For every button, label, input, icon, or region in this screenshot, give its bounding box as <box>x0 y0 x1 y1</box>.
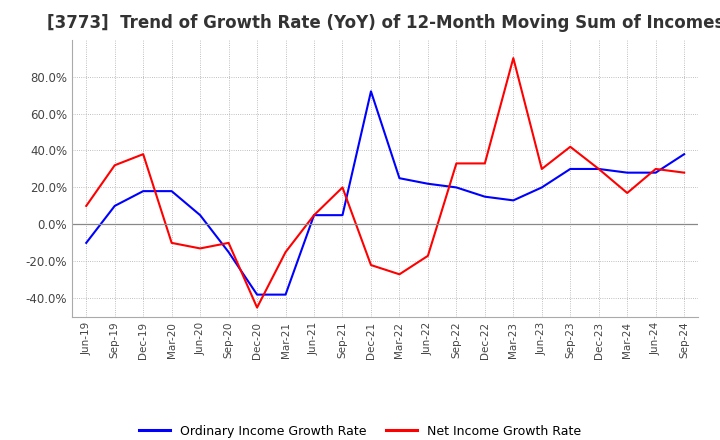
Ordinary Income Growth Rate <box>225 249 233 255</box>
Ordinary Income Growth Rate <box>652 170 660 175</box>
Ordinary Income Growth Rate <box>196 213 204 218</box>
Net Income Growth Rate <box>139 151 148 157</box>
Net Income Growth Rate <box>680 170 688 175</box>
Net Income Growth Rate <box>282 249 290 255</box>
Ordinary Income Growth Rate <box>423 181 432 187</box>
Net Income Growth Rate <box>196 246 204 251</box>
Ordinary Income Growth Rate <box>82 240 91 246</box>
Net Income Growth Rate <box>595 166 603 172</box>
Net Income Growth Rate <box>452 161 461 166</box>
Line: Net Income Growth Rate: Net Income Growth Rate <box>86 58 684 308</box>
Ordinary Income Growth Rate <box>338 213 347 218</box>
Line: Ordinary Income Growth Rate: Ordinary Income Growth Rate <box>86 92 684 295</box>
Legend: Ordinary Income Growth Rate, Net Income Growth Rate: Ordinary Income Growth Rate, Net Income … <box>134 420 586 440</box>
Net Income Growth Rate <box>167 240 176 246</box>
Net Income Growth Rate <box>537 166 546 172</box>
Net Income Growth Rate <box>509 55 518 61</box>
Net Income Growth Rate <box>310 213 318 218</box>
Ordinary Income Growth Rate <box>253 292 261 297</box>
Ordinary Income Growth Rate <box>452 185 461 190</box>
Net Income Growth Rate <box>253 305 261 310</box>
Ordinary Income Growth Rate <box>623 170 631 175</box>
Ordinary Income Growth Rate <box>509 198 518 203</box>
Net Income Growth Rate <box>82 203 91 209</box>
Ordinary Income Growth Rate <box>366 89 375 94</box>
Net Income Growth Rate <box>110 163 119 168</box>
Net Income Growth Rate <box>338 185 347 190</box>
Ordinary Income Growth Rate <box>110 203 119 209</box>
Ordinary Income Growth Rate <box>480 194 489 199</box>
Ordinary Income Growth Rate <box>537 185 546 190</box>
Ordinary Income Growth Rate <box>139 188 148 194</box>
Net Income Growth Rate <box>623 191 631 196</box>
Ordinary Income Growth Rate <box>310 213 318 218</box>
Net Income Growth Rate <box>480 161 489 166</box>
Title: [3773]  Trend of Growth Rate (YoY) of 12-Month Moving Sum of Incomes: [3773] Trend of Growth Rate (YoY) of 12-… <box>47 15 720 33</box>
Net Income Growth Rate <box>225 240 233 246</box>
Ordinary Income Growth Rate <box>395 176 404 181</box>
Ordinary Income Growth Rate <box>282 292 290 297</box>
Net Income Growth Rate <box>566 144 575 150</box>
Net Income Growth Rate <box>395 271 404 277</box>
Ordinary Income Growth Rate <box>680 151 688 157</box>
Net Income Growth Rate <box>366 262 375 268</box>
Ordinary Income Growth Rate <box>566 166 575 172</box>
Ordinary Income Growth Rate <box>595 166 603 172</box>
Net Income Growth Rate <box>652 166 660 172</box>
Net Income Growth Rate <box>423 253 432 258</box>
Ordinary Income Growth Rate <box>167 188 176 194</box>
